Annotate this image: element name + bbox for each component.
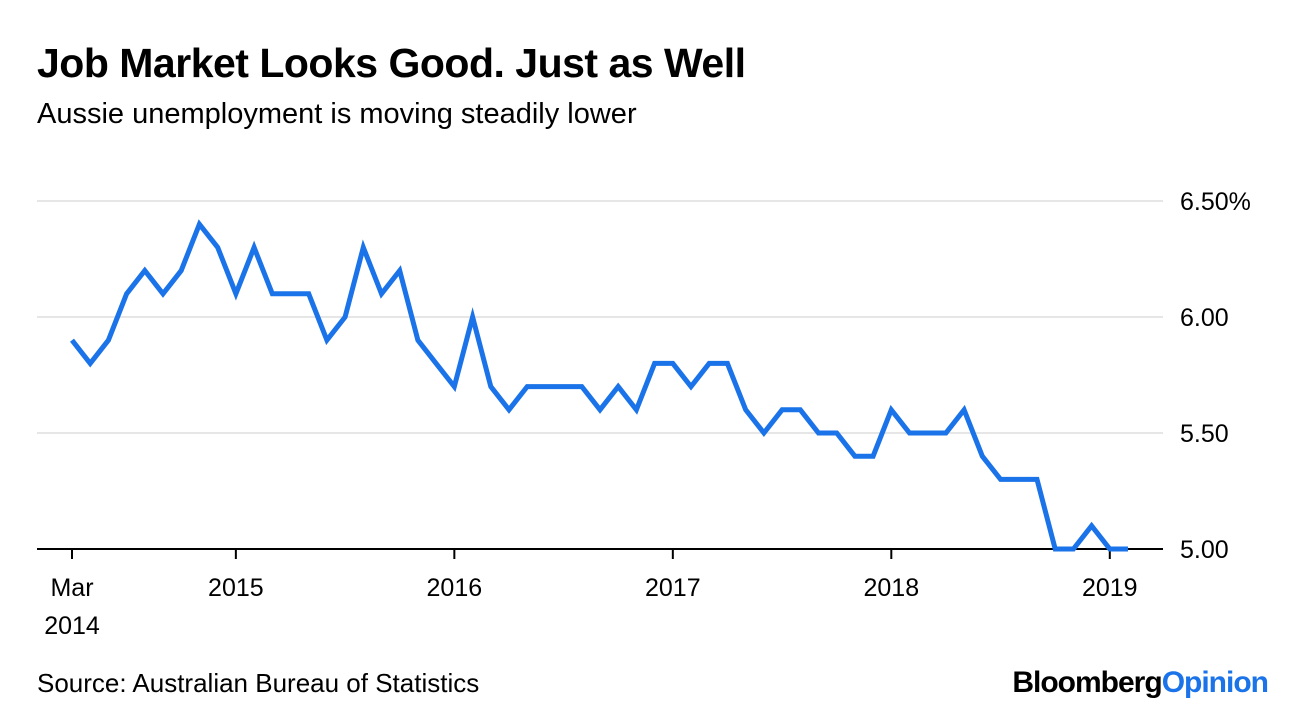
data-point [361, 245, 366, 250]
x-tick-label: 2017 [645, 574, 701, 602]
data-point [197, 222, 202, 227]
data-point [834, 431, 839, 436]
data-point [142, 268, 147, 273]
data-point [689, 384, 694, 389]
data-point [962, 407, 967, 412]
data-point [1071, 547, 1076, 552]
data-point [561, 384, 566, 389]
chart-subtitle: Aussie unemployment is moving steadily l… [37, 98, 637, 130]
data-point [252, 245, 257, 250]
data-point [506, 407, 511, 412]
data-point [379, 291, 384, 296]
data-point [579, 384, 584, 389]
data-point [871, 454, 876, 459]
y-tick-label: 5.50 [1180, 420, 1229, 448]
data-point [306, 291, 311, 296]
data-point [943, 431, 948, 436]
data-point [725, 361, 730, 366]
data-point [1126, 547, 1131, 552]
data-point [88, 361, 93, 366]
data-point [525, 384, 530, 389]
data-point [397, 268, 402, 273]
data-point [1107, 547, 1112, 552]
data-point [106, 338, 111, 343]
data-point [816, 431, 821, 436]
data-point [852, 454, 857, 459]
data-point [288, 291, 293, 296]
data-point [434, 361, 439, 366]
data-point [161, 291, 166, 296]
data-point [780, 407, 785, 412]
data-point [743, 407, 748, 412]
data-point [670, 361, 675, 366]
data-point [707, 361, 712, 366]
data-point [215, 245, 220, 250]
data-point [70, 338, 75, 343]
data-point [1034, 477, 1039, 482]
data-point [124, 291, 129, 296]
data-point [452, 384, 457, 389]
data-point [980, 454, 985, 459]
series-line-unemployment [70, 219, 1128, 552]
data-point [652, 361, 657, 366]
chart-title: Job Market Looks Good. Just as Well [37, 40, 746, 86]
x-tick-label: Mar [50, 574, 93, 602]
brand-opinion: Opinion [1161, 666, 1269, 699]
y-tick-label: 6.00 [1180, 304, 1229, 332]
brand-bloomberg: Bloomberg [1012, 666, 1162, 699]
y-tick-label: 6.50% [1180, 188, 1251, 216]
x-tick-label: 2015 [208, 574, 264, 602]
data-point [889, 407, 894, 412]
data-point [179, 268, 184, 273]
source-note: Source: Australian Bureau of Statistics [37, 668, 480, 698]
bloomberg-opinion-logo: BloombergOpinion [1012, 666, 1269, 700]
data-point [343, 315, 348, 320]
data-point [488, 384, 493, 389]
data-point [798, 407, 803, 412]
data-point [907, 431, 912, 436]
data-point [761, 431, 766, 436]
data-point [270, 291, 275, 296]
data-point [616, 384, 621, 389]
data-point [233, 291, 238, 296]
data-point [634, 407, 639, 412]
data-point [324, 338, 329, 343]
data-point [470, 315, 475, 320]
data-point [998, 477, 1003, 482]
x-tick-label: 2018 [863, 574, 919, 602]
data-point [415, 338, 420, 343]
x-tick-label: 2019 [1082, 574, 1138, 602]
data-point [543, 384, 548, 389]
y-tick-label: 5.00 [1180, 536, 1229, 564]
x-tick-label-year: 2014 [44, 612, 100, 640]
data-point [1016, 477, 1021, 482]
x-tick-label: 2016 [427, 574, 483, 602]
data-point [1089, 523, 1094, 528]
data-point [925, 431, 930, 436]
data-point [1053, 547, 1058, 552]
data-point [598, 407, 603, 412]
